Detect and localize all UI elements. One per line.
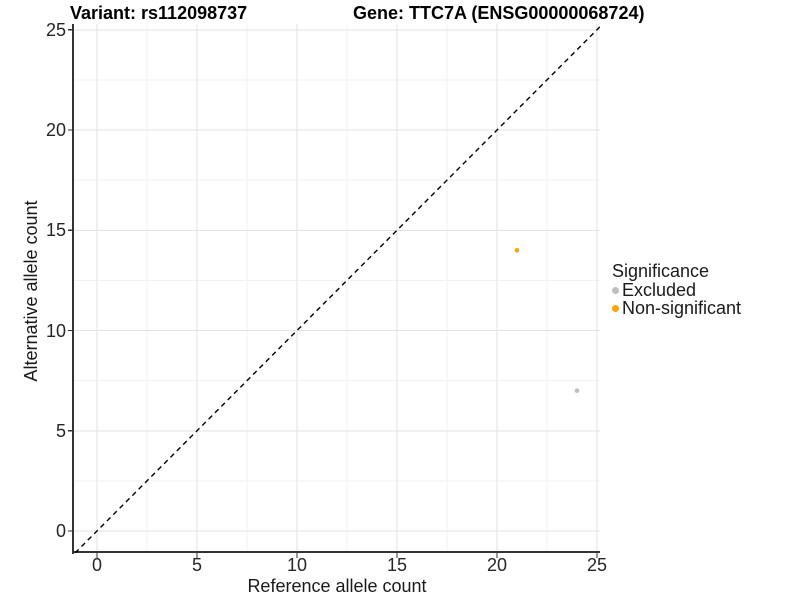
y-tick-label: 15 (45, 220, 66, 241)
y-axis-title: Alternative allele count (21, 200, 41, 382)
identity-line (74, 25, 600, 553)
legend: Significance Excluded Non-significant (612, 261, 741, 317)
x-tick-label: 5 (191, 555, 202, 575)
x-axis-title: Reference allele count (247, 576, 427, 596)
data-point-excluded (574, 388, 580, 393)
y-tick-label: 20 (45, 120, 66, 140)
legend-swatch-icon (612, 286, 619, 294)
x-tick-label: 0 (91, 555, 102, 575)
x-tick-label: 15 (386, 555, 408, 575)
legend-swatch-icon (612, 304, 619, 312)
data-point-non-significant (514, 248, 520, 253)
legend-items: Excluded Non-significant (612, 281, 741, 317)
legend-item-label: Non-significant (622, 298, 742, 318)
x-tick-label: 25 (586, 555, 608, 575)
y-tick-label: 10 (45, 320, 66, 341)
gene-title: Gene: TTC7A (ENSG00000068724) (353, 3, 645, 23)
y-tick-label: 0 (55, 521, 66, 541)
legend-title: Significance (612, 261, 710, 281)
legend-item: Non-significant (612, 299, 741, 317)
x-tick-label: 20 (486, 555, 508, 575)
legend-item-label: Excluded (622, 280, 697, 300)
legend-item: Excluded (612, 281, 741, 299)
variant-title: Variant: rs112098737 (70, 3, 248, 23)
x-tick-label: 10 (286, 555, 308, 575)
y-tick-label: 5 (55, 420, 66, 441)
y-tick-label: 25 (45, 19, 66, 40)
